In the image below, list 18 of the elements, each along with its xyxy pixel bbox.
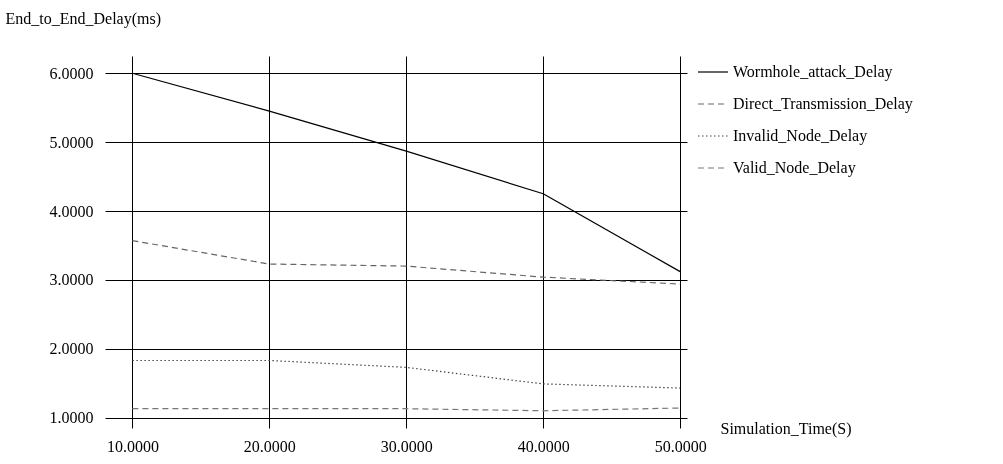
legend-label: Wormhole_attack_Delay xyxy=(733,63,893,81)
x-tick-label: 20.0000 xyxy=(243,437,296,455)
legend-label: Direct_Transmission_Delay xyxy=(733,95,913,113)
x-tick-label: 50.0000 xyxy=(654,437,707,455)
line-series xyxy=(131,359,681,389)
y-tick-label: 1.0000 xyxy=(49,409,94,427)
x-axis-title: Simulation_Time(S) xyxy=(720,419,852,438)
x-tick-label: 40.0000 xyxy=(517,437,570,455)
x-tick-label: 10.0000 xyxy=(106,437,159,455)
y-tick-label: 2.0000 xyxy=(49,340,94,358)
y-tick-label: 5.0000 xyxy=(49,133,94,151)
y-tick-label: 6.0000 xyxy=(49,64,94,82)
y-tick-label: 4.0000 xyxy=(49,202,94,220)
y-tick-label: 3.0000 xyxy=(49,271,94,289)
legend-label: Valid_Node_Delay xyxy=(733,159,856,177)
y-axis-title: End_to_End_Delay(ms) xyxy=(5,9,162,28)
x-tick-label: 30.0000 xyxy=(380,437,433,455)
legend-label: Invalid_Node_Delay xyxy=(733,127,868,145)
